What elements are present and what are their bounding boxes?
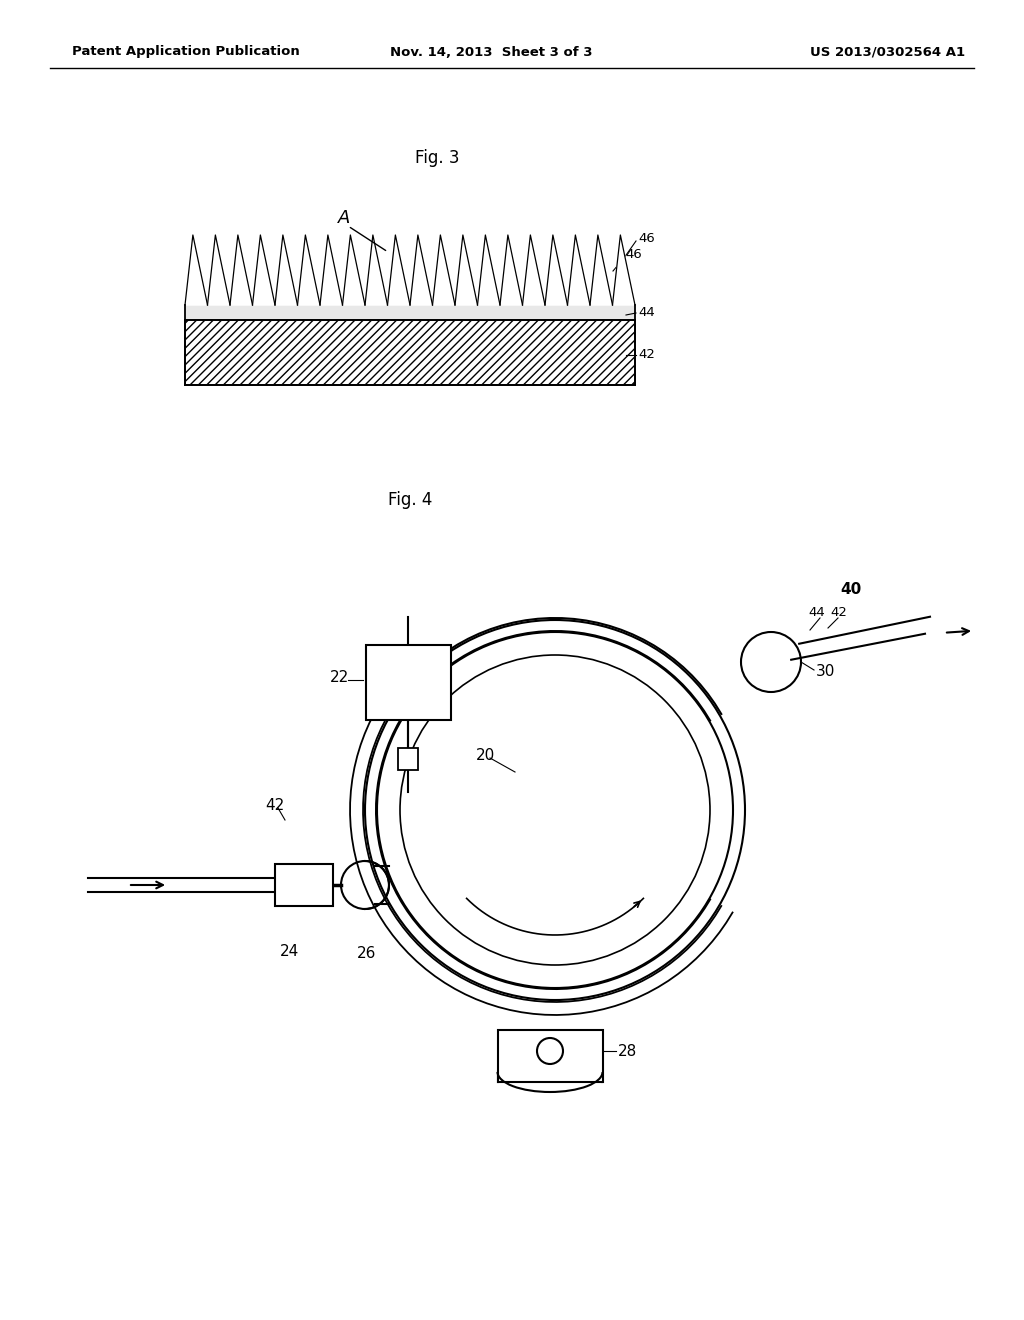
Polygon shape <box>365 235 387 305</box>
Polygon shape <box>432 235 455 305</box>
Text: US 2013/0302564 A1: US 2013/0302564 A1 <box>810 45 966 58</box>
Polygon shape <box>477 235 500 305</box>
Polygon shape <box>455 235 477 305</box>
Polygon shape <box>387 235 410 305</box>
Polygon shape <box>545 235 567 305</box>
Polygon shape <box>590 235 612 305</box>
Polygon shape <box>230 235 253 305</box>
Text: 26: 26 <box>357 945 377 961</box>
Polygon shape <box>298 235 319 305</box>
Bar <box>275 865 333 906</box>
Text: 24: 24 <box>280 944 299 958</box>
Text: Patent Application Publication: Patent Application Publication <box>72 45 300 58</box>
Bar <box>185 305 635 319</box>
Text: Nov. 14, 2013  Sheet 3 of 3: Nov. 14, 2013 Sheet 3 of 3 <box>390 45 593 58</box>
Text: 42: 42 <box>638 348 655 362</box>
Polygon shape <box>410 235 432 305</box>
Text: 20: 20 <box>476 747 496 763</box>
Polygon shape <box>319 235 342 305</box>
Polygon shape <box>185 235 208 305</box>
Text: Fig. 4: Fig. 4 <box>388 491 432 510</box>
Polygon shape <box>612 235 635 305</box>
Polygon shape <box>275 235 298 305</box>
Text: 22: 22 <box>330 671 349 685</box>
Polygon shape <box>253 235 275 305</box>
Text: 44: 44 <box>638 306 654 319</box>
Polygon shape <box>342 235 365 305</box>
Text: Fig. 3: Fig. 3 <box>415 149 460 168</box>
Text: 42: 42 <box>830 606 847 619</box>
Polygon shape <box>500 235 522 305</box>
Bar <box>185 319 635 385</box>
Text: 30: 30 <box>816 664 836 680</box>
Text: 40: 40 <box>840 582 861 598</box>
Text: 46: 46 <box>625 248 642 261</box>
Text: 46: 46 <box>638 231 654 244</box>
Bar <box>498 1030 603 1082</box>
Bar <box>398 748 418 770</box>
Text: A: A <box>338 209 350 227</box>
Text: 44: 44 <box>808 606 824 619</box>
Polygon shape <box>567 235 590 305</box>
Text: 42: 42 <box>265 797 285 813</box>
Text: 28: 28 <box>618 1044 637 1059</box>
Polygon shape <box>208 235 230 305</box>
Polygon shape <box>522 235 545 305</box>
Bar <box>366 645 451 719</box>
